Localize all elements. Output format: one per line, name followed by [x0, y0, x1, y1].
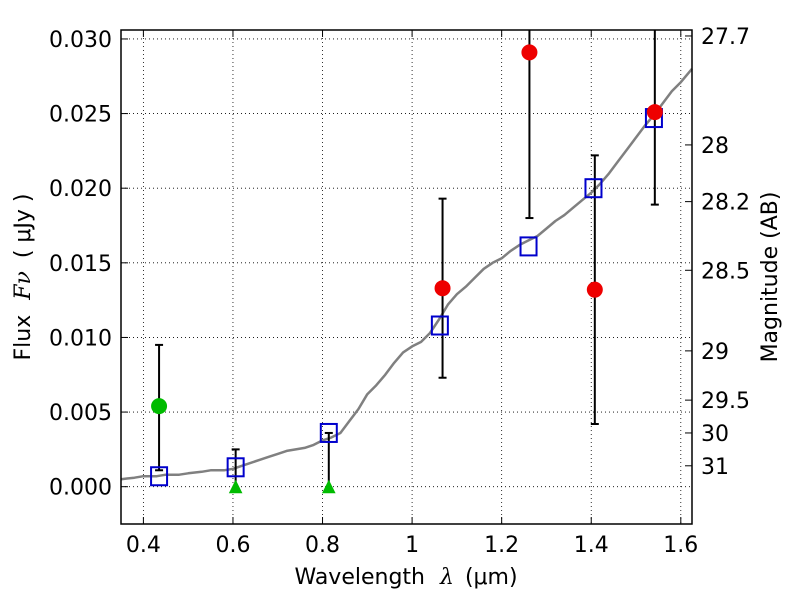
y2-tick-label: 28.5	[701, 259, 750, 284]
y-tick-label: 0.005	[49, 401, 112, 426]
x-axis-label: Wavelength λ (μm)	[294, 565, 517, 590]
detection-point	[151, 398, 168, 415]
y-axis-label-unit: ( μJy )	[11, 193, 36, 258]
detection-point	[521, 44, 538, 61]
y-axis-label-symbol: Fν	[11, 271, 36, 301]
detection-point	[586, 281, 603, 298]
model-photometry-square	[226, 457, 245, 478]
y2-tick-label: 28	[701, 134, 729, 159]
x-axis-label-symbol: λ	[439, 565, 454, 590]
y-tick-label: 0.020	[49, 177, 112, 202]
plot-area	[120, 30, 693, 494]
upper-limit-triangle	[228, 479, 243, 494]
y-tick-label: 0.015	[49, 252, 112, 277]
y-tick-label: 0.030	[49, 28, 112, 53]
x-tick-label: 1.6	[663, 533, 698, 558]
y2-axis-label: Magnitude (AB)	[758, 192, 783, 363]
y2-tick-label: 28.2	[701, 191, 750, 216]
model-photometry-square	[150, 466, 169, 487]
y-tick-label: 0.000	[49, 476, 112, 501]
x-tick-label: 0.6	[215, 533, 250, 558]
y2-tick-label: 31	[701, 455, 729, 480]
y-tick-label: 0.025	[49, 103, 112, 128]
upper-limit-triangle	[321, 479, 336, 494]
x-axis-label-text: Wavelength	[294, 565, 425, 590]
y-tick-label: 0.010	[49, 326, 112, 351]
y2-tick-label: 29.5	[701, 389, 750, 414]
x-tick-label: 1.4	[574, 533, 609, 558]
model-photometry-square	[519, 236, 538, 257]
y-axis-label-text: Flux	[11, 315, 36, 361]
axes-ticks: 0.4 0.6 0.8 1 1.2 1.4 1.6 0.000 0.005 0.010 0.015 0…	[49, 25, 750, 558]
model-photometry-square	[584, 178, 603, 199]
detection-point	[434, 280, 451, 297]
x-axis-label-unit: (μm)	[465, 565, 518, 590]
y2-tick-label: 29	[701, 340, 729, 365]
model-photometry-square	[319, 422, 338, 443]
model-spectrum-line	[120, 67, 693, 481]
axes-frame	[120, 29, 693, 525]
x-tick-label: 0.8	[305, 533, 340, 558]
y-axis-label: Flux Fν ( μJy )	[11, 193, 36, 360]
x-tick-label: 0.4	[126, 533, 161, 558]
x-tick-label: 1	[405, 533, 419, 558]
model-photometry-square	[430, 315, 449, 336]
x-tick-label: 1.2	[484, 533, 519, 558]
y2-tick-label: 30	[701, 422, 729, 447]
detection-point	[646, 104, 663, 121]
y2-tick-label: 27.7	[701, 25, 750, 50]
